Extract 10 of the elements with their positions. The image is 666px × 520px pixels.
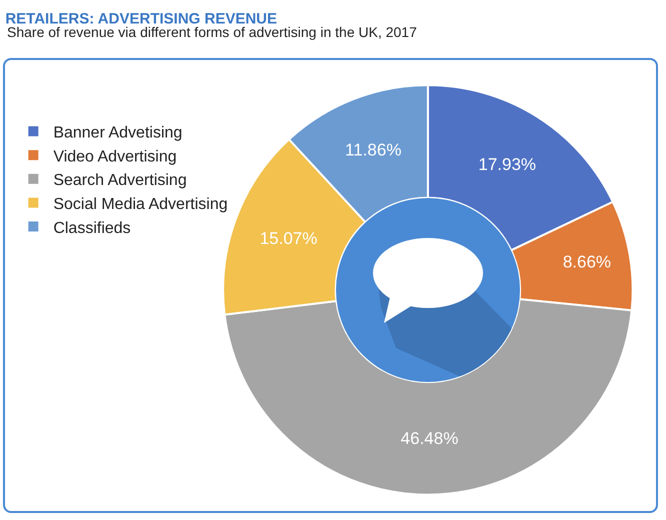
- legend-label: Classifieds: [53, 220, 131, 237]
- data-label: 11.86%: [345, 140, 402, 160]
- data-label: 15.07%: [260, 229, 318, 248]
- legend-label: Video Advertising: [53, 148, 177, 166]
- legend-label: Banner Advetising: [53, 124, 182, 142]
- legend-label: Social Media Advertising: [53, 196, 228, 213]
- legend-label: Search Advertising: [53, 172, 187, 190]
- data-label: 8.66%: [562, 252, 612, 272]
- data-label: 17.93%: [478, 154, 536, 174]
- data-label: 46.48%: [400, 428, 458, 448]
